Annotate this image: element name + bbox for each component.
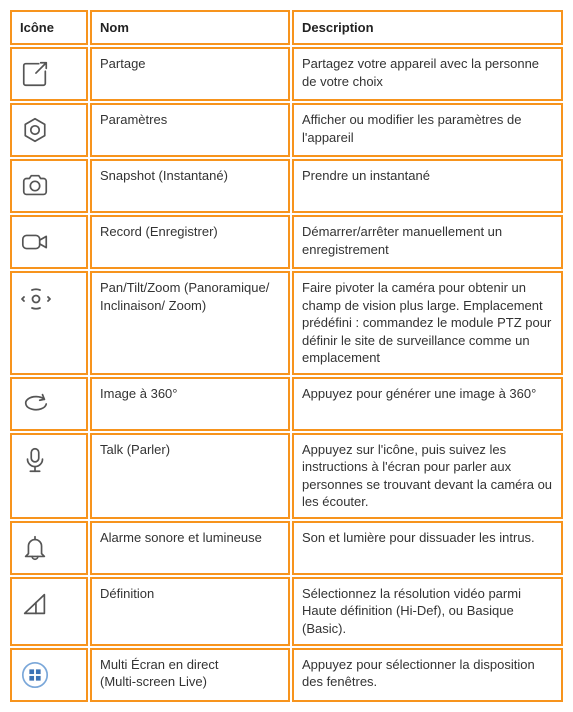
row-description: Sélectionnez la résolution vidéo parmi H… bbox=[292, 577, 563, 646]
row-description: Son et lumière pour dissuader les intrus… bbox=[292, 521, 563, 575]
icon-cell bbox=[10, 271, 88, 375]
col-header-icon: Icône bbox=[10, 10, 88, 45]
row-name: Record (Enregistrer) bbox=[90, 215, 290, 269]
col-header-name: Nom bbox=[90, 10, 290, 45]
row-name: Multi Écran en direct (Multi-screen Live… bbox=[90, 648, 290, 702]
talk-icon bbox=[20, 445, 50, 475]
row-name: Partage bbox=[90, 47, 290, 101]
icon-cell bbox=[10, 377, 88, 431]
row-description: Afficher ou modifier les paramètres de l… bbox=[292, 103, 563, 157]
row-description: Appuyez sur l'icône, puis suivez les ins… bbox=[292, 433, 563, 519]
table-row: Définition Sélectionnez la résolution vi… bbox=[10, 577, 563, 646]
icon-cell bbox=[10, 577, 88, 646]
row-name: Paramètres bbox=[90, 103, 290, 157]
table-row: Alarme sonore et lumineuse Son et lumièr… bbox=[10, 521, 563, 575]
row-description: Faire pivoter la caméra pour obtenir un … bbox=[292, 271, 563, 375]
row-description: Appuyez pour sélectionner la disposition… bbox=[292, 648, 563, 702]
row-name: Image à 360° bbox=[90, 377, 290, 431]
row-name: Snapshot (Instantané) bbox=[90, 159, 290, 213]
table-row: Image à 360° Appuyez pour générer une im… bbox=[10, 377, 563, 431]
table-header-row: Icône Nom Description bbox=[10, 10, 563, 45]
icon-cell bbox=[10, 103, 88, 157]
icon-reference-table: Icône Nom Description Partage Partagez v… bbox=[8, 8, 565, 704]
alarm-icon bbox=[20, 533, 50, 563]
table-row: Paramètres Afficher ou modifier les para… bbox=[10, 103, 563, 157]
multiscreen-icon bbox=[20, 660, 50, 690]
icon-cell bbox=[10, 521, 88, 575]
table-row: Record (Enregistrer) Démarrer/arrêter ma… bbox=[10, 215, 563, 269]
table-row: Multi Écran en direct (Multi-screen Live… bbox=[10, 648, 563, 702]
row-name: Pan/Tilt/Zoom (Panoramique/ Inclinaison/… bbox=[90, 271, 290, 375]
table-row: Snapshot (Instantané) Prendre un instant… bbox=[10, 159, 563, 213]
icon-cell bbox=[10, 47, 88, 101]
record-icon bbox=[20, 227, 50, 257]
icon-cell bbox=[10, 648, 88, 702]
row-description: Prendre un instantané bbox=[292, 159, 563, 213]
row-name: Définition bbox=[90, 577, 290, 646]
table-row: Pan/Tilt/Zoom (Panoramique/ Inclinaison/… bbox=[10, 271, 563, 375]
settings-icon bbox=[20, 115, 50, 145]
row-name: Alarme sonore et lumineuse bbox=[90, 521, 290, 575]
col-header-description: Description bbox=[292, 10, 563, 45]
icon-cell bbox=[10, 159, 88, 213]
ptz-icon bbox=[20, 283, 52, 315]
row-name: Talk (Parler) bbox=[90, 433, 290, 519]
icon-cell bbox=[10, 433, 88, 519]
share-icon bbox=[20, 59, 50, 89]
table-row: Partage Partagez votre appareil avec la … bbox=[10, 47, 563, 101]
snapshot-icon bbox=[20, 171, 50, 201]
table-row: Talk (Parler) Appuyez sur l'icône, puis … bbox=[10, 433, 563, 519]
icon-cell bbox=[10, 215, 88, 269]
row-description: Partagez votre appareil avec la personne… bbox=[292, 47, 563, 101]
definition-icon bbox=[20, 589, 50, 619]
row-description: Démarrer/arrêter manuellement un enregis… bbox=[292, 215, 563, 269]
panorama-360-icon bbox=[20, 389, 50, 419]
row-description: Appuyez pour générer une image à 360° bbox=[292, 377, 563, 431]
